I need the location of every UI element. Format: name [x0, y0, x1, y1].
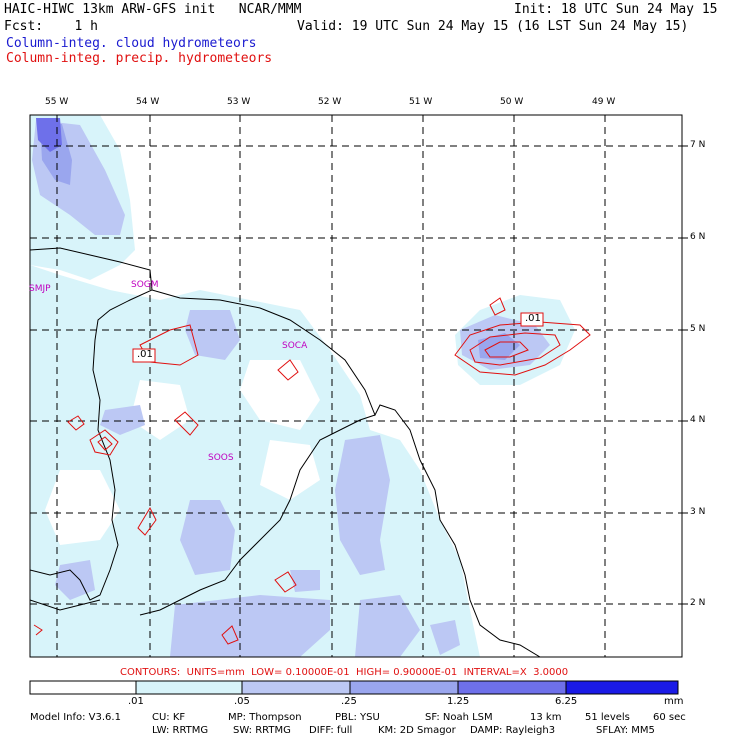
model-version: Model Info: V3.6.1 — [30, 712, 121, 723]
colorbar-unit: mm — [664, 696, 684, 707]
lat-label: 3 N — [690, 507, 706, 517]
lat-label: 7 N — [690, 140, 706, 150]
lw-radiation: LW: RRTMG — [152, 725, 209, 736]
lon-label: 51 W — [409, 97, 433, 107]
lon-label: 53 W — [227, 97, 251, 107]
contour-info: CONTOURS: UNITS=mm LOW= 0.10000E-01 HIGH… — [120, 667, 569, 678]
microphysics: MP: Thompson — [228, 712, 302, 723]
valid-time: Valid: 19 UTC Sun 24 May 15 (16 LST Sun … — [297, 19, 689, 34]
cumulus-scheme: CU: KF — [152, 712, 186, 723]
contour-label-east: .01 — [525, 313, 541, 324]
field2-label: Column-integ. precip. hydrometeors — [6, 51, 273, 66]
station-label: SMJP — [29, 284, 51, 294]
forecast-hour: Fcst: 1 h — [4, 19, 98, 34]
sw-radiation: SW: RRTMG — [233, 725, 291, 736]
shading-layer — [30, 115, 575, 657]
station-label: SOGM — [131, 280, 159, 290]
coastline — [30, 247, 541, 657]
lon-label: 54 W — [136, 97, 160, 107]
lat-lon-grid — [30, 115, 682, 657]
surface-scheme: SF: Noah LSM — [425, 712, 493, 723]
eddy-diffusion: KM: 2D Smagor — [378, 725, 456, 736]
colorbar-label: 6.25 — [555, 696, 578, 707]
colorbar-label: 1.25 — [447, 696, 470, 707]
colorbar — [29, 680, 679, 695]
station-label: SOCA — [282, 341, 308, 351]
time-step: 60 sec — [653, 712, 686, 723]
lat-label: 5 N — [690, 324, 706, 334]
lon-label: 52 W — [318, 97, 342, 107]
pbl-scheme: PBL: YSU — [335, 712, 380, 723]
lon-label: 49 W — [592, 97, 616, 107]
colorbar-label: .05 — [234, 696, 250, 707]
lon-label: 55 W — [45, 97, 69, 107]
damping: DAMP: Rayleigh3 — [470, 725, 556, 736]
init-time: Init: 18 UTC Sun 24 May 15 — [514, 2, 718, 17]
station-label: SOOS — [208, 453, 234, 463]
surface-layer: SFLAY: MM5 — [596, 725, 655, 736]
lat-label: 2 N — [690, 598, 706, 608]
grid-spacing: 13 km — [530, 712, 562, 723]
field1-label: Column-integ. cloud hydrometeors — [6, 36, 257, 51]
colorbar-label: .01 — [128, 696, 144, 707]
lat-label: 4 N — [690, 415, 706, 425]
diffusion: DIFF: full — [309, 725, 353, 736]
plot-title: HAIC-HIWC 13km ARW-GFS init NCAR/MMM — [4, 2, 302, 17]
colorbar-label: .25 — [341, 696, 357, 707]
lat-label: 6 N — [690, 232, 706, 242]
vertical-levels: 51 levels — [585, 712, 630, 723]
contour-label-west: .01 — [137, 349, 153, 360]
map-frame — [29, 114, 683, 658]
precip-contours — [33, 297, 591, 645]
lon-label: 50 W — [500, 97, 524, 107]
